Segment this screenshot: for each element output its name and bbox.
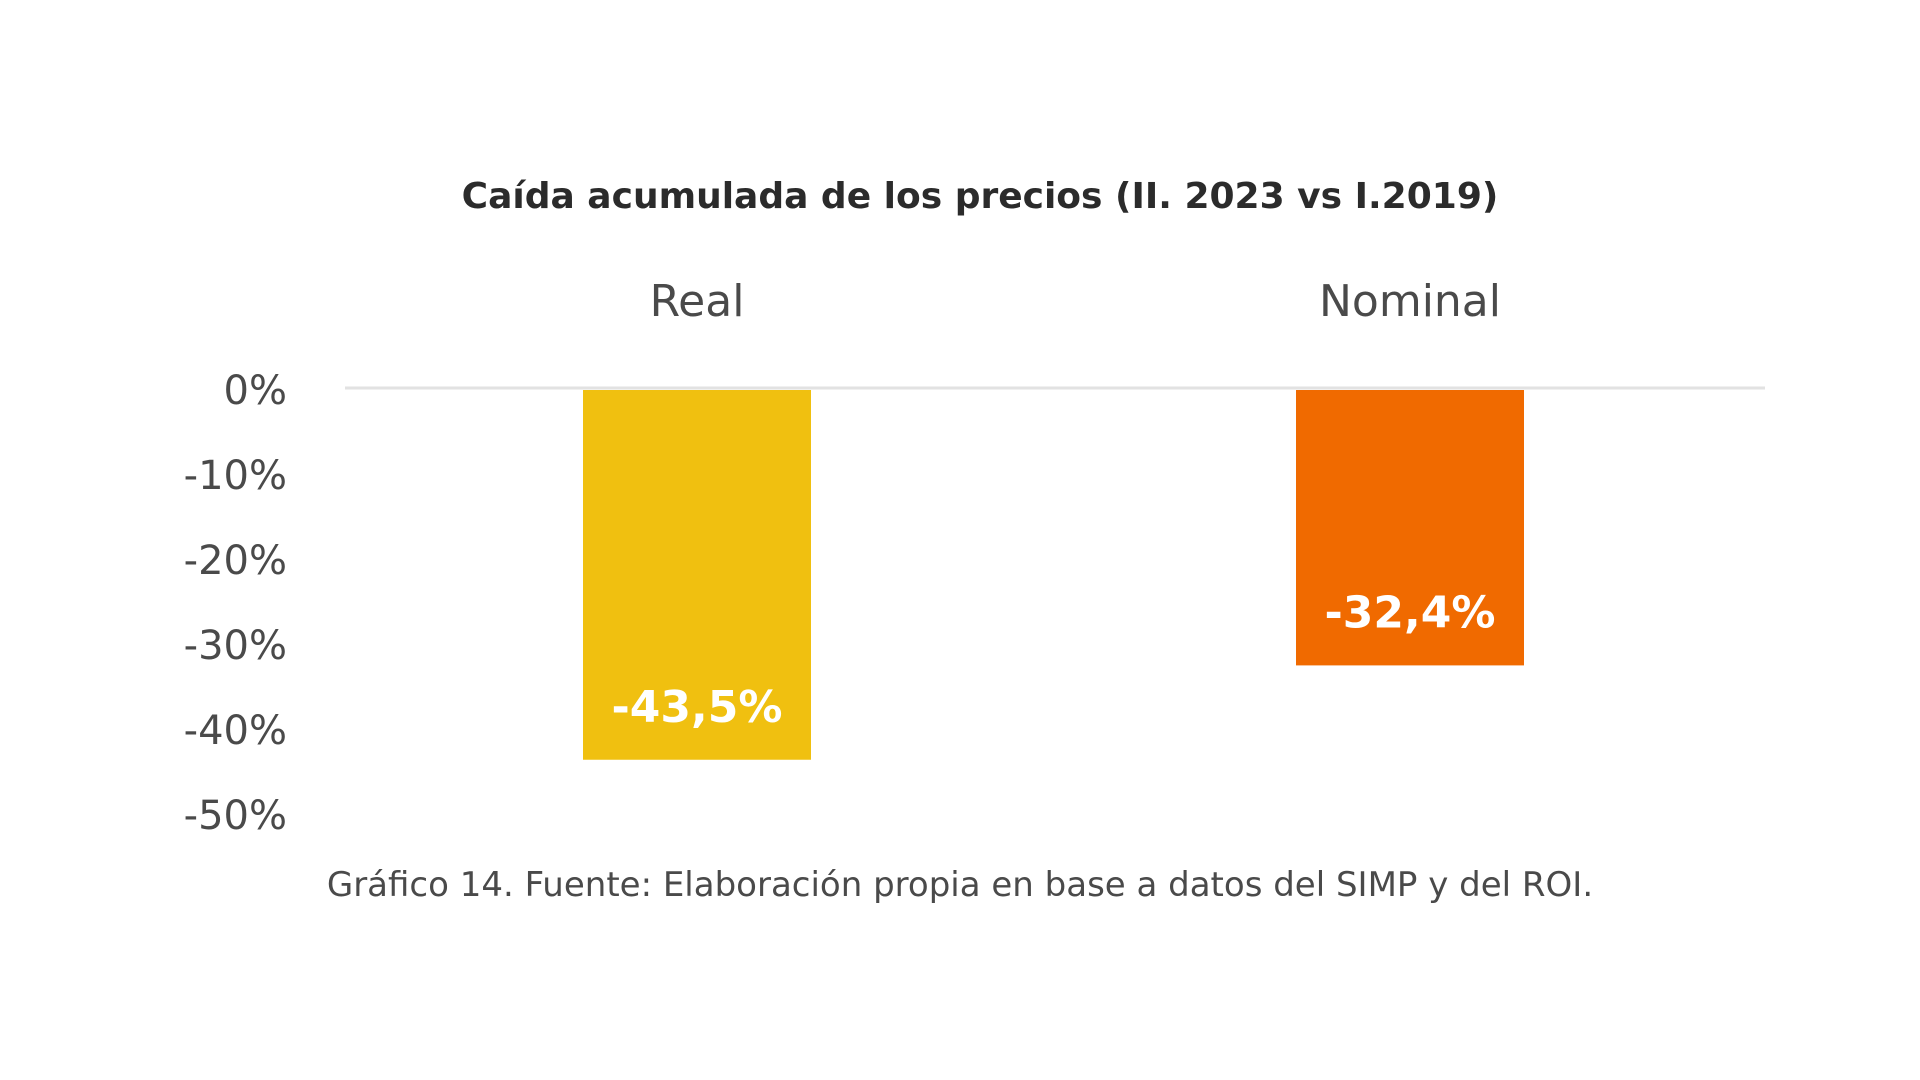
data-label: -43,5%	[612, 682, 783, 733]
y-tick-label: -50%	[184, 793, 287, 839]
y-tick-label: -30%	[184, 623, 287, 669]
chart-title: Caída acumulada de los precios (II. 2023…	[462, 176, 1499, 217]
y-axis: 0% -10% -20% -30% -40% -50%	[184, 368, 287, 839]
y-tick-label: -20%	[184, 538, 287, 584]
category-label: Nominal	[1319, 276, 1501, 327]
y-tick-label: -10%	[184, 453, 287, 499]
data-label: -32,4%	[1325, 587, 1496, 638]
category-label: Real	[650, 276, 745, 327]
y-tick-label: -40%	[184, 708, 287, 754]
bar-real	[583, 390, 811, 760]
y-tick-label: 0%	[224, 368, 287, 414]
bars: Real -43,5% Nominal -32,4%	[583, 276, 1524, 760]
bar-nominal	[1296, 390, 1524, 666]
figure-caption: Gráfico 14. Fuente: Elaboración propia e…	[326, 865, 1594, 905]
